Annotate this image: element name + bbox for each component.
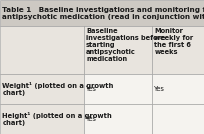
- Text: Height¹ (plotted on a growth
chart): Height¹ (plotted on a growth chart): [2, 112, 112, 126]
- Text: Yes: Yes: [86, 86, 97, 92]
- Bar: [152, 26, 204, 74]
- Text: Weight¹ (plotted on a growth
chart): Weight¹ (plotted on a growth chart): [2, 82, 114, 96]
- Text: Monitor
weekly for
the first 6
weeks: Monitor weekly for the first 6 weeks: [154, 28, 194, 55]
- Bar: [152, 74, 204, 104]
- Bar: [152, 104, 204, 134]
- Text: Table 1   Baseline investigations and monitoring for childre
antipsychotic medic: Table 1 Baseline investigations and moni…: [2, 7, 204, 20]
- Bar: [0, 74, 84, 104]
- Text: Yes: Yes: [86, 116, 97, 122]
- Bar: [84, 26, 152, 74]
- Bar: [84, 74, 152, 104]
- Bar: [84, 104, 152, 134]
- Bar: [0, 104, 84, 134]
- Text: Baseline
investigations before
starting
antipsychotic
medication: Baseline investigations before starting …: [86, 28, 165, 62]
- Bar: [0, 0, 204, 26]
- Text: Yes: Yes: [154, 86, 165, 92]
- Bar: [0, 26, 84, 74]
